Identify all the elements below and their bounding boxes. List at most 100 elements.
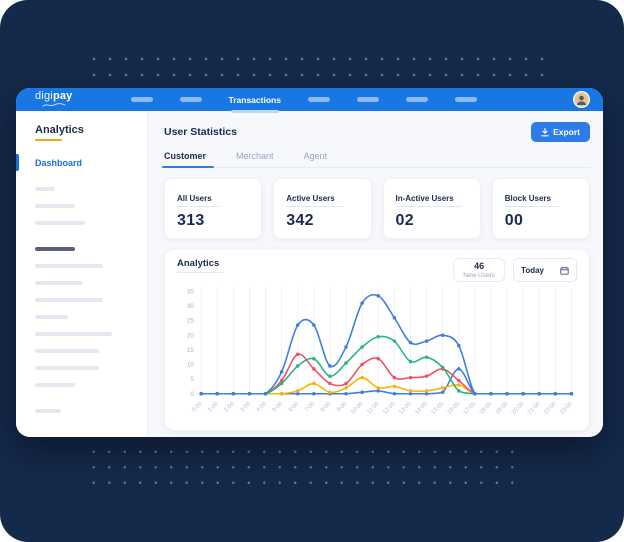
svg-text:3:00: 3:00 xyxy=(240,401,253,414)
decor-dots-bottom xyxy=(86,444,514,490)
svg-text:19:00: 19:00 xyxy=(495,401,510,416)
stat-card-inactive-users: In-Active Users 02 xyxy=(382,178,481,239)
sidebar-item-placeholder[interactable] xyxy=(35,187,55,191)
sidebar-item-placeholder[interactable] xyxy=(35,349,99,353)
new-users-label: New Users xyxy=(463,272,496,279)
nav-item-placeholder[interactable] xyxy=(179,97,202,102)
stat-card-block-users: Block Users 00 xyxy=(491,178,590,239)
sidebar-title: Analytics xyxy=(35,124,84,136)
analytics-controls: 46 New Users Today xyxy=(453,258,577,282)
svg-text:17:00: 17:00 xyxy=(463,401,478,416)
export-button-label: Export xyxy=(553,127,580,137)
download-icon xyxy=(541,127,549,136)
user-avatar[interactable] xyxy=(573,91,590,108)
stat-value: 00 xyxy=(504,212,524,229)
svg-text:21:00: 21:00 xyxy=(527,401,542,416)
svg-text:2:00: 2:00 xyxy=(223,401,236,414)
nav-item-transactions[interactable]: Transactions xyxy=(228,94,281,113)
svg-text:4:00: 4:00 xyxy=(256,401,269,414)
stat-card-active-users: Active Users 342 xyxy=(273,178,372,239)
nav-active-underline xyxy=(230,109,279,113)
nav-item-placeholder[interactable] xyxy=(356,97,379,102)
logo-text: digipay xyxy=(35,91,73,102)
chart-series-blue xyxy=(199,293,574,396)
tab-label: Customer xyxy=(164,151,207,161)
sidebar-item-placeholder[interactable] xyxy=(35,332,112,336)
sidebar-item-label: Dashboard xyxy=(35,158,83,168)
sidebar-item-placeholder[interactable] xyxy=(35,221,85,225)
tab-label: Agent xyxy=(303,151,328,161)
nav-item-placeholder[interactable] xyxy=(454,97,477,102)
svg-text:12:00: 12:00 xyxy=(382,401,397,416)
svg-text:8:00: 8:00 xyxy=(320,401,333,414)
logo-text-light: digi xyxy=(35,90,53,102)
svg-text:22:00: 22:00 xyxy=(543,401,558,416)
tab-merchant[interactable]: Merchant xyxy=(236,151,274,167)
stat-cards-row: All Users 313 Active Users 342 In-Active… xyxy=(164,178,590,239)
decor-dots-top xyxy=(86,51,548,81)
sidebar-item-placeholder[interactable] xyxy=(35,281,83,285)
nav-item-placeholder[interactable] xyxy=(405,97,428,102)
analytics-card-header: Analytics 46 New Users Today xyxy=(177,258,577,282)
calendar-icon xyxy=(560,266,569,275)
avatar-person-icon xyxy=(575,93,588,106)
logo-tagline-script xyxy=(42,103,66,107)
period-select[interactable]: Today xyxy=(513,258,577,282)
svg-text:16:00: 16:00 xyxy=(446,401,461,416)
svg-text:5:00: 5:00 xyxy=(272,401,285,414)
svg-text:9:00: 9:00 xyxy=(336,401,349,414)
logo-text-bold: pay xyxy=(52,90,73,102)
tab-label: Merchant xyxy=(236,151,274,161)
chart-series-green xyxy=(199,334,574,396)
svg-text:15:00: 15:00 xyxy=(430,401,445,416)
export-button[interactable]: Export xyxy=(531,122,590,142)
analytics-card: Analytics 46 New Users Today xyxy=(164,249,590,431)
new-users-badge: 46 New Users xyxy=(453,258,506,282)
sidebar-item-placeholder[interactable] xyxy=(35,264,103,268)
new-users-count: 46 xyxy=(474,261,485,271)
sidebar-item-placeholder[interactable] xyxy=(35,315,68,319)
chart-series-flat-blue xyxy=(199,367,574,396)
sidebar-item-placeholder[interactable] xyxy=(35,366,99,370)
tab-customer[interactable]: Customer xyxy=(161,151,215,168)
analytics-title: Analytics xyxy=(177,258,224,273)
svg-text:5: 5 xyxy=(190,377,194,383)
svg-text:13:00: 13:00 xyxy=(398,401,413,416)
svg-text:20: 20 xyxy=(187,333,194,339)
tab-bar: Customer Merchant Agent xyxy=(161,151,590,168)
page-title: User Statistics xyxy=(164,126,237,138)
svg-text:0: 0 xyxy=(190,392,194,398)
sidebar-item-placeholder[interactable] xyxy=(35,298,103,302)
sidebar: Analytics Dashboard xyxy=(16,111,148,437)
stat-value: 313 xyxy=(177,212,205,229)
svg-text:23:00: 23:00 xyxy=(559,401,574,416)
sidebar-item-placeholder[interactable] xyxy=(35,383,75,387)
chart-canvas: 0:00 1:00 2:00 3:00 4:00 5:00 6:00 7:00 8:00 9:00… xyxy=(187,287,574,416)
svg-text:10: 10 xyxy=(187,363,194,369)
analytics-line-chart: 0:00 1:00 2:00 3:00 4:00 5:00 6:00 7:00 8:00 9:00… xyxy=(177,284,577,428)
svg-text:14:00: 14:00 xyxy=(414,401,429,416)
svg-text:0:00: 0:00 xyxy=(191,401,204,414)
svg-text:25: 25 xyxy=(187,319,194,325)
stat-label: All Users xyxy=(177,194,220,207)
window-body: Analytics Dashboard User Statistics Ex xyxy=(16,111,603,437)
sidebar-active-indicator xyxy=(16,154,19,171)
sidebar-item-dashboard[interactable]: Dashboard xyxy=(16,154,147,171)
main-content: User Statistics Export Customer Merchant… xyxy=(148,111,603,437)
sidebar-menu-placeholders xyxy=(35,187,147,426)
digipay-logo[interactable]: digipay xyxy=(35,91,73,108)
period-select-value: Today xyxy=(521,265,544,275)
nav-item-label: Transactions xyxy=(228,94,281,105)
sidebar-item-placeholder[interactable] xyxy=(35,204,75,208)
app-window: digipay Transactions xyxy=(16,88,603,437)
sidebar-item-placeholder[interactable] xyxy=(35,247,75,251)
tab-agent[interactable]: Agent xyxy=(304,151,328,167)
nav-item-placeholder[interactable] xyxy=(130,97,153,102)
main-header: User Statistics Export xyxy=(164,122,590,142)
sidebar-item-placeholder[interactable] xyxy=(35,409,61,413)
nav-item-placeholder[interactable] xyxy=(307,97,330,102)
svg-text:20:00: 20:00 xyxy=(511,401,526,416)
svg-text:35: 35 xyxy=(187,289,194,295)
svg-text:11:00: 11:00 xyxy=(366,401,381,416)
